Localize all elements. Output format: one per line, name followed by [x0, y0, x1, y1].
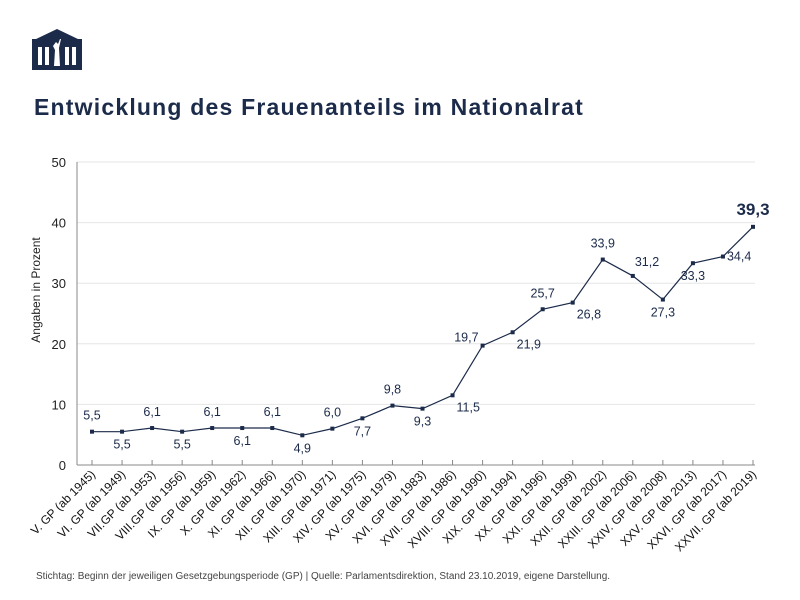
data-point — [420, 406, 425, 411]
data-label: 5,5 — [113, 438, 130, 452]
data-label: 39,3 — [736, 200, 769, 219]
data-label: 4,9 — [294, 441, 311, 455]
data-label: 6,1 — [264, 405, 281, 419]
data-point — [240, 426, 245, 431]
data-label: 9,8 — [384, 383, 401, 397]
y-tick-label: 20 — [52, 337, 66, 352]
data-point — [270, 426, 275, 431]
data-point — [120, 429, 125, 434]
y-tick-label: 40 — [52, 216, 66, 231]
data-label: 31,2 — [635, 255, 659, 269]
data-label: 7,7 — [354, 424, 371, 438]
data-point — [330, 426, 335, 431]
data-label: 5,5 — [173, 438, 190, 452]
data-point — [180, 429, 185, 434]
y-axis-label: Angaben in Prozent — [29, 237, 43, 343]
data-label: 34,4 — [727, 250, 751, 264]
data-point — [510, 330, 515, 335]
data-point — [720, 254, 725, 259]
data-point — [600, 257, 605, 262]
data-label: 6,1 — [203, 405, 220, 419]
data-point — [360, 416, 365, 421]
data-point — [660, 297, 665, 302]
data-point — [690, 261, 695, 266]
data-point — [570, 300, 575, 305]
data-label: 26,8 — [577, 308, 601, 322]
data-label: 21,9 — [517, 337, 541, 351]
data-label: 5,5 — [83, 409, 100, 423]
chart-title: Entwicklung des Frauenanteils im Nationa… — [34, 94, 584, 120]
source-note: Stichtag: Beginn der jeweiligen Gesetzge… — [36, 571, 611, 582]
data-point — [300, 433, 305, 438]
data-point — [630, 273, 635, 278]
data-label: 6,1 — [143, 405, 160, 419]
data-point — [480, 343, 485, 348]
data-point — [751, 224, 755, 229]
data-label: 9,3 — [414, 415, 431, 429]
data-point — [150, 426, 155, 431]
data-label: 11,5 — [457, 400, 480, 414]
parliament-logo — [32, 29, 82, 70]
data-point — [90, 429, 94, 434]
y-tick-label: 50 — [52, 155, 66, 170]
y-tick-label: 30 — [52, 276, 66, 291]
data-label: 33,3 — [681, 269, 705, 283]
data-label: 6,1 — [234, 434, 251, 448]
data-label: 6,0 — [324, 406, 341, 420]
data-point — [540, 307, 545, 312]
data-point — [450, 393, 455, 398]
data-label: 27,3 — [651, 306, 675, 320]
y-tick-label: 10 — [52, 397, 66, 412]
data-point — [210, 426, 215, 431]
data-label: 25,7 — [531, 286, 555, 300]
data-label: 19,7 — [454, 331, 478, 345]
data-point — [390, 403, 395, 408]
data-label: 33,9 — [591, 237, 615, 251]
y-tick-label: 0 — [59, 458, 66, 473]
